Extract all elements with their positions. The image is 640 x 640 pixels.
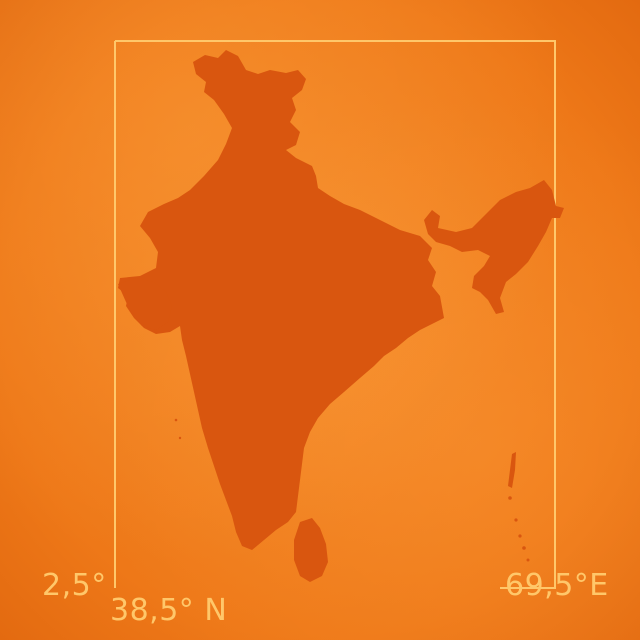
india-landmass [118,50,444,550]
gujarat-peninsula [118,278,172,330]
lakshadweep-islands [174,418,182,440]
northeast-region [424,180,564,314]
coordinate-label-left: 2,5° [42,568,107,603]
coordinate-label-longitude: 69,5°E [505,568,609,603]
coordinate-label-latitude: 38,5° N [110,593,228,628]
sri-lanka [294,518,328,582]
andaman-nicobar-islands [508,452,530,562]
coordinate-frame [114,40,556,589]
